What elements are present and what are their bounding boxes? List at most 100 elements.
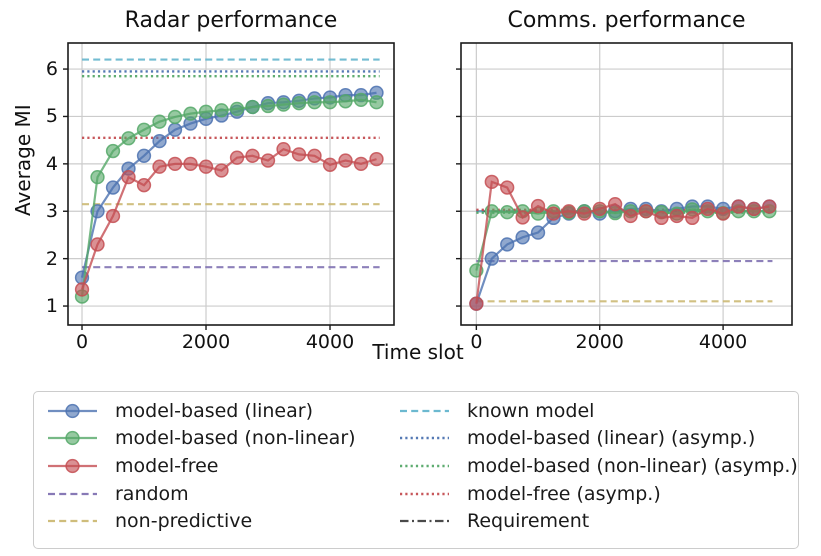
data-point bbox=[762, 199, 777, 214]
data-point bbox=[291, 96, 307, 111]
data-point bbox=[500, 180, 515, 195]
data-point bbox=[561, 204, 577, 219]
legend-label: known model bbox=[467, 399, 595, 422]
legend-sample-dotted bbox=[400, 464, 449, 468]
data-point bbox=[338, 153, 353, 168]
data-point bbox=[260, 98, 276, 114]
legend-sample-dashed bbox=[48, 520, 97, 523]
data-point bbox=[183, 156, 198, 172]
legend-item: model-based (linear) bbox=[46, 397, 356, 425]
legend-sample-dotted bbox=[400, 437, 449, 440]
legend-item: known model bbox=[398, 397, 798, 425]
data-point bbox=[105, 180, 121, 195]
legend-item: model-based (non-linear) (asymp.) bbox=[398, 452, 798, 480]
legend-sample bbox=[46, 400, 99, 422]
radar-plot-title: Radar performance bbox=[124, 8, 338, 33]
data-point bbox=[152, 114, 167, 129]
legend-sample bbox=[46, 455, 99, 477]
plot-canvas-1 bbox=[456, 42, 793, 330]
legend-item: model-free bbox=[46, 452, 356, 480]
legend-sample bbox=[398, 455, 451, 477]
plot-canvas-0 bbox=[63, 42, 395, 330]
data-point bbox=[90, 169, 105, 185]
data-point bbox=[577, 206, 592, 221]
x-tick-label: 0 bbox=[470, 331, 483, 353]
data-point bbox=[214, 103, 229, 118]
x-tick-label: 2000 bbox=[181, 331, 231, 353]
x-tick-label: 0 bbox=[75, 331, 89, 353]
data-point bbox=[469, 296, 484, 311]
data-point bbox=[198, 159, 214, 174]
y-tick-label: 4 bbox=[45, 152, 58, 175]
data-point bbox=[260, 153, 276, 168]
data-point bbox=[746, 201, 762, 217]
data-point bbox=[74, 282, 90, 297]
data-point bbox=[322, 95, 338, 110]
data-point bbox=[198, 104, 214, 119]
legend-sample bbox=[46, 427, 99, 449]
data-point bbox=[121, 131, 136, 146]
data-point bbox=[245, 99, 260, 115]
data-point bbox=[214, 163, 229, 178]
data-point bbox=[90, 237, 105, 252]
x-tick-label: 2000 bbox=[575, 331, 624, 353]
legend-marker-circle bbox=[65, 403, 80, 418]
legend-item: non-predictive bbox=[46, 507, 356, 535]
data-point bbox=[654, 210, 669, 226]
legend-label: model-based (linear) (asymp.) bbox=[467, 427, 756, 450]
legend-label: non-predictive bbox=[115, 510, 253, 533]
axes-spines bbox=[460, 42, 793, 326]
data-point bbox=[484, 174, 499, 190]
legend-label: model-based (linear) bbox=[115, 399, 313, 422]
data-point bbox=[167, 156, 183, 172]
legend-item: model-free (asymp.) bbox=[398, 480, 798, 508]
y-tick-label: 1 bbox=[45, 295, 58, 318]
legend-item: model-based (non-linear) bbox=[46, 425, 356, 453]
data-point bbox=[121, 169, 136, 185]
data-point bbox=[369, 95, 384, 110]
data-point bbox=[152, 159, 167, 174]
data-point bbox=[353, 92, 369, 108]
data-point bbox=[229, 101, 245, 117]
data-point bbox=[500, 205, 515, 220]
data-point bbox=[608, 196, 623, 212]
legend-column-right: known model model-based (linear) (asymp.)… bbox=[398, 397, 798, 535]
legend-sample-solid bbox=[48, 458, 97, 474]
data-point bbox=[685, 210, 700, 226]
x-axis-label: Time slot bbox=[372, 340, 464, 364]
y-tick-label: 6 bbox=[45, 58, 58, 81]
legend: model-based (linear) model-based (non-lin… bbox=[33, 391, 799, 549]
data-point bbox=[245, 148, 260, 163]
legend-label: Requirement bbox=[467, 510, 590, 533]
legend-label: model-free (asymp.) bbox=[467, 482, 661, 505]
data-point bbox=[136, 122, 152, 137]
data-point bbox=[167, 122, 183, 137]
comms-plot-area bbox=[456, 42, 793, 330]
data-point bbox=[167, 109, 183, 125]
data-point bbox=[105, 208, 121, 224]
y-tick-label: 5 bbox=[45, 105, 58, 128]
data-point bbox=[353, 156, 369, 172]
legend-sample bbox=[398, 510, 451, 532]
data-point bbox=[715, 206, 731, 221]
legend-label: random bbox=[115, 482, 189, 505]
legend-sample bbox=[46, 483, 99, 505]
legend-marker-circle bbox=[65, 431, 80, 446]
data-point bbox=[291, 147, 307, 162]
data-point bbox=[638, 204, 654, 219]
data-point bbox=[322, 157, 338, 172]
y-tick-label: 3 bbox=[45, 200, 58, 223]
legend-sample bbox=[398, 483, 451, 505]
data-point bbox=[136, 178, 152, 193]
data-point bbox=[530, 225, 546, 240]
data-point bbox=[136, 148, 152, 163]
legend-sample bbox=[46, 510, 99, 532]
legend-sample-dashdot bbox=[400, 520, 449, 523]
data-point bbox=[530, 198, 546, 214]
legend-sample-dashed bbox=[400, 409, 449, 412]
legend-sample-solid bbox=[48, 403, 97, 418]
legend-sample bbox=[398, 400, 451, 422]
data-point bbox=[307, 95, 322, 110]
data-point bbox=[592, 201, 607, 217]
